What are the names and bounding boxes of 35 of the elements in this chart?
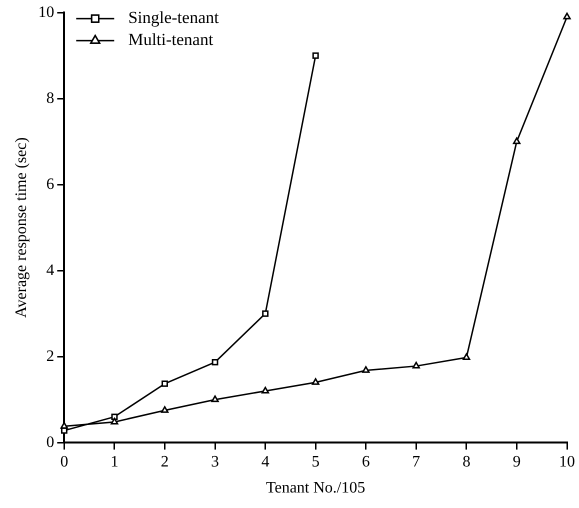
point	[312, 52, 319, 59]
point	[462, 353, 470, 360]
point	[211, 395, 219, 402]
y-tick-label: 10	[38, 4, 54, 21]
legend-label: Multi-tenant	[128, 30, 214, 50]
point	[362, 366, 370, 373]
point	[512, 137, 520, 144]
point	[162, 380, 168, 387]
x-tick-label: 9	[512, 453, 521, 470]
x-tick-label: 10	[559, 453, 575, 470]
x-tick-label: 7	[412, 453, 420, 470]
x-tick-label: 5	[312, 453, 320, 470]
x-tick-label: 2	[160, 453, 169, 470]
point	[563, 12, 571, 20]
legend-label: Single-tenant	[128, 8, 220, 28]
y-tick-label: 8	[46, 90, 54, 107]
x-axis-title: Tenant No./105	[266, 480, 366, 497]
y-axis-title: Average response time (sec)	[12, 137, 30, 318]
point	[160, 406, 169, 413]
x-tick-label: 1	[110, 453, 118, 470]
y-tick-label: 4	[46, 262, 54, 279]
y-tick-label: 6	[46, 176, 54, 193]
y-tick-label: 2	[46, 348, 54, 365]
x-tick-label: 8	[462, 453, 470, 470]
point	[262, 386, 270, 394]
point	[262, 310, 269, 317]
x-tick-label: 6	[362, 453, 370, 470]
point	[212, 358, 218, 366]
x-tick-label: 0	[60, 453, 68, 470]
point	[110, 418, 118, 424]
y-tick-label: 0	[46, 434, 54, 451]
x-tick-label: 3	[211, 453, 220, 470]
point	[312, 378, 320, 385]
point	[412, 362, 420, 369]
x-tick-label: 4	[261, 453, 270, 470]
